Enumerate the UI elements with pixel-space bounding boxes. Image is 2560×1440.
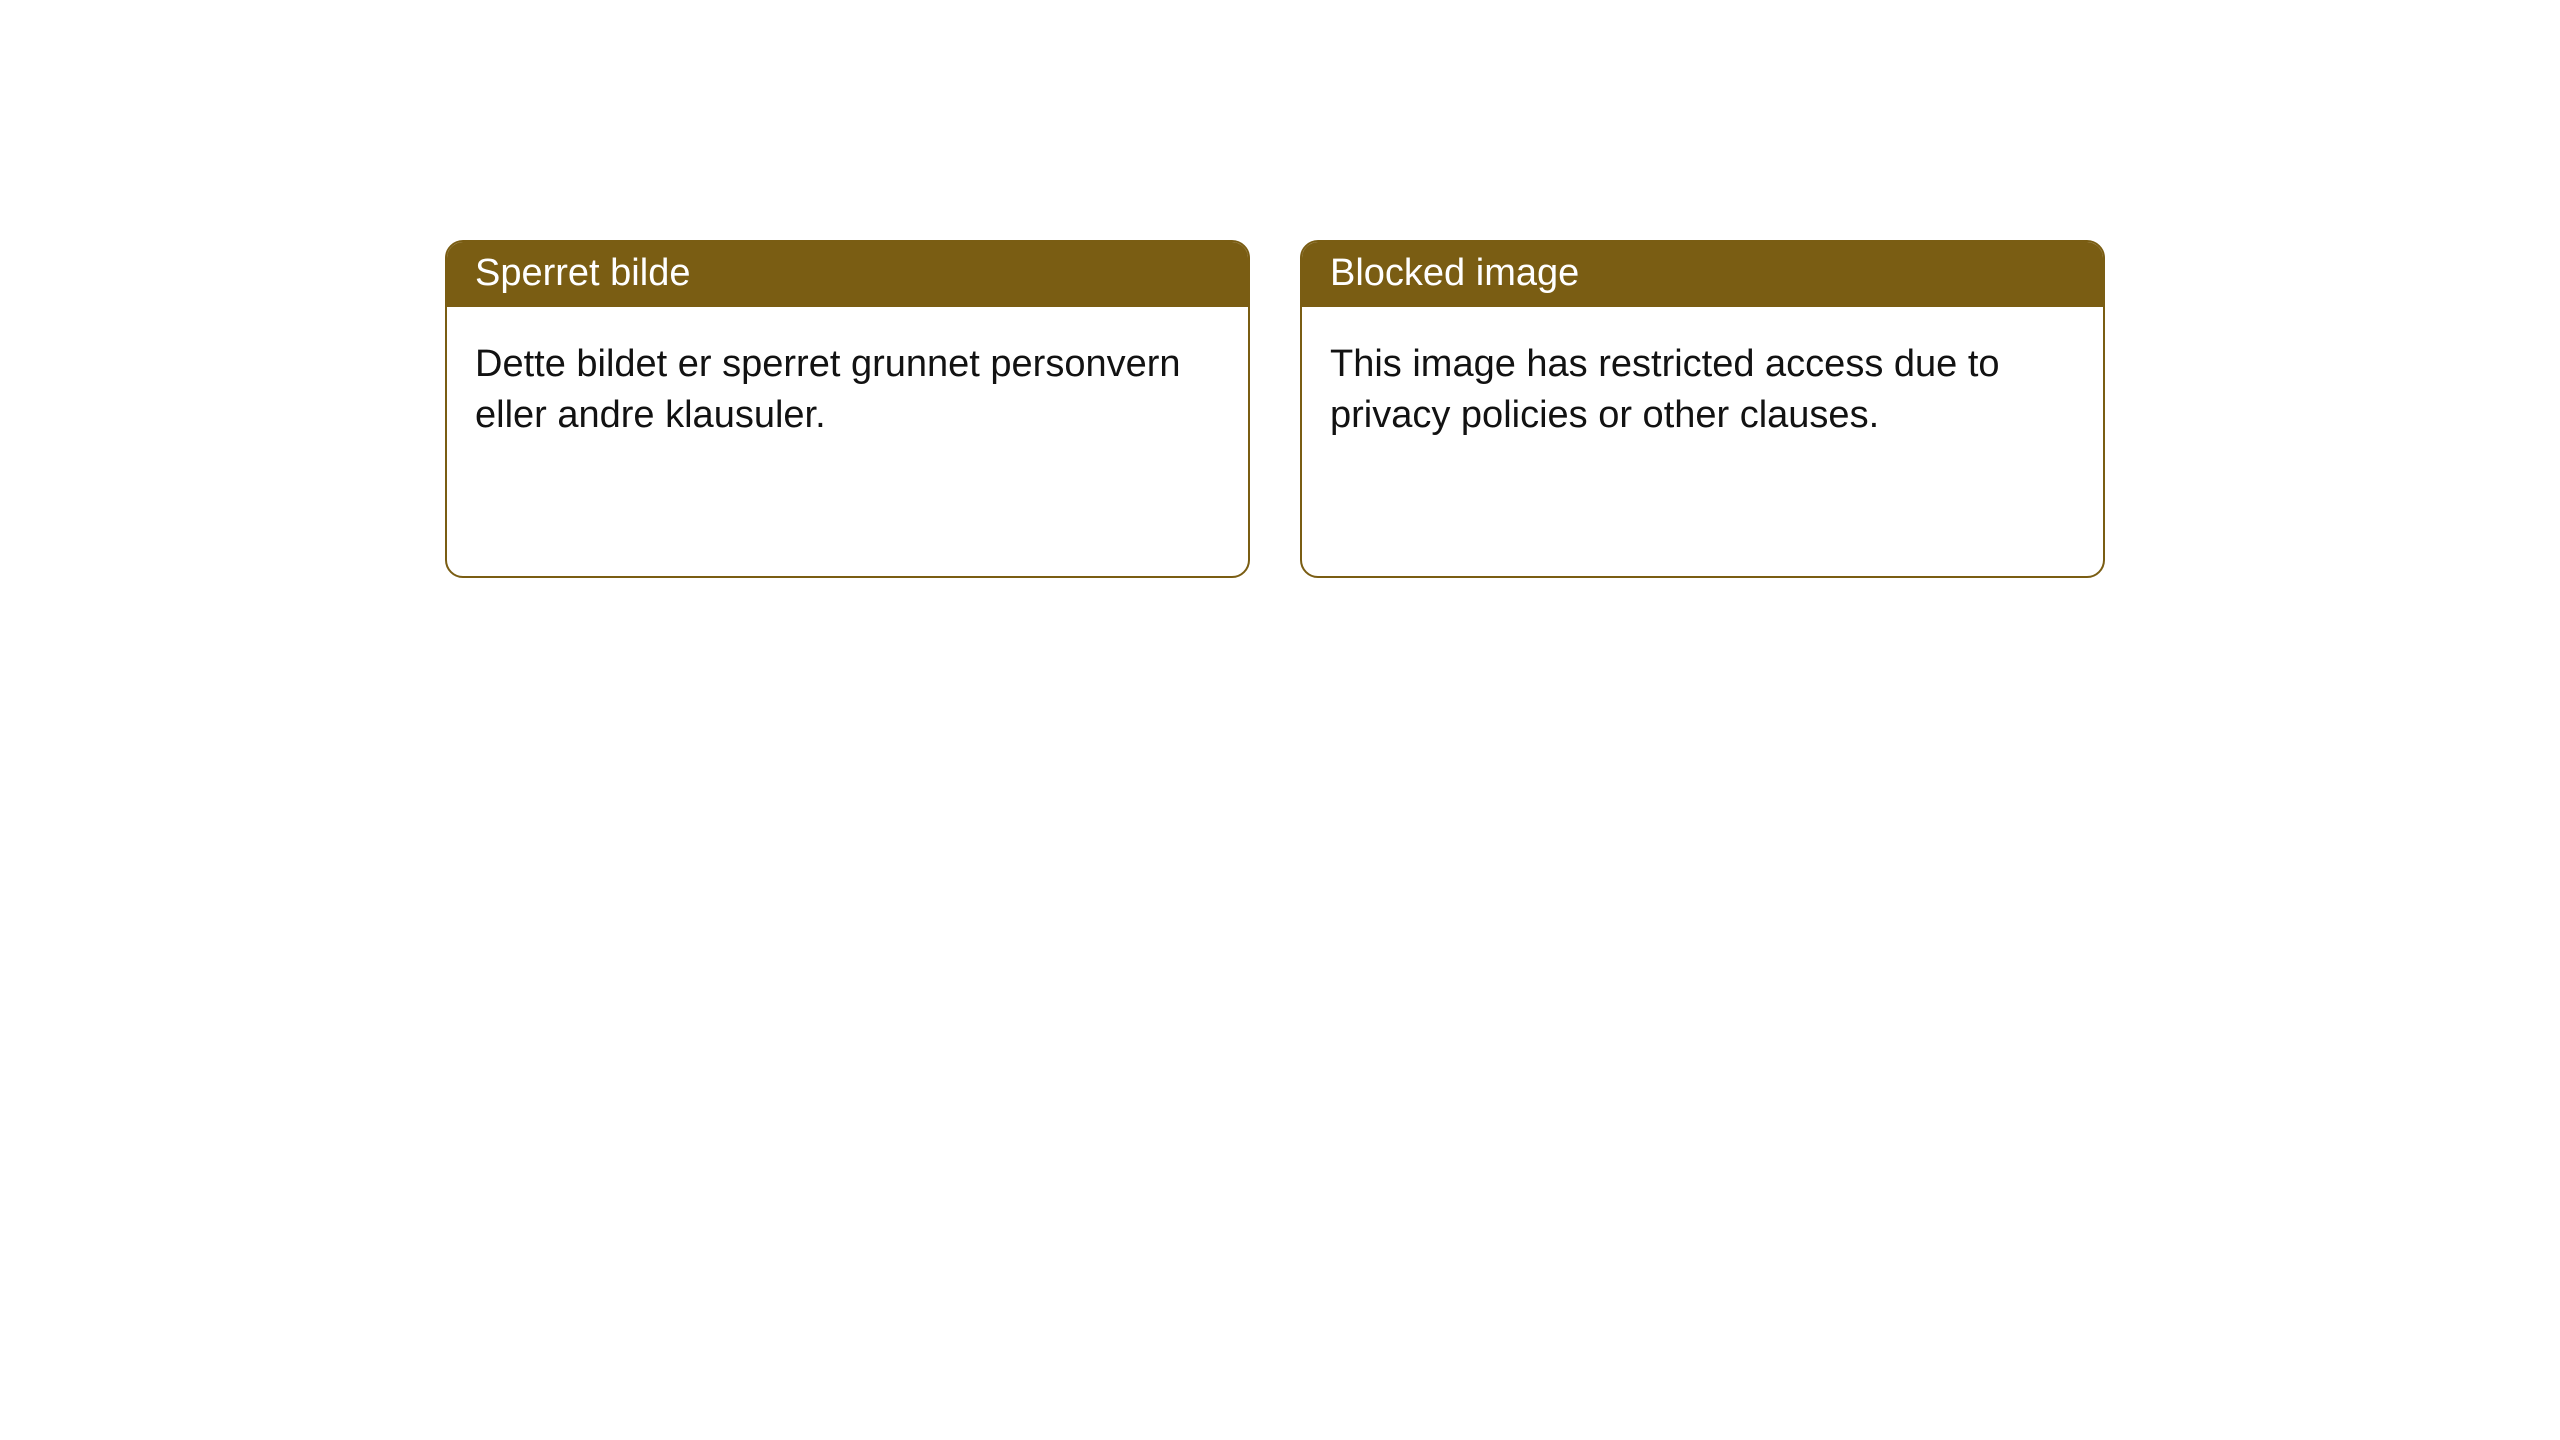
card-title: Sperret bilde bbox=[447, 242, 1248, 307]
card-body-text: Dette bildet er sperret grunnet personve… bbox=[447, 307, 1248, 474]
notice-cards-container: Sperret bilde Dette bildet er sperret gr… bbox=[0, 0, 2560, 578]
card-title: Blocked image bbox=[1302, 242, 2103, 307]
card-body-text: This image has restricted access due to … bbox=[1302, 307, 2103, 474]
blocked-image-card-en: Blocked image This image has restricted … bbox=[1300, 240, 2105, 578]
blocked-image-card-no: Sperret bilde Dette bildet er sperret gr… bbox=[445, 240, 1250, 578]
